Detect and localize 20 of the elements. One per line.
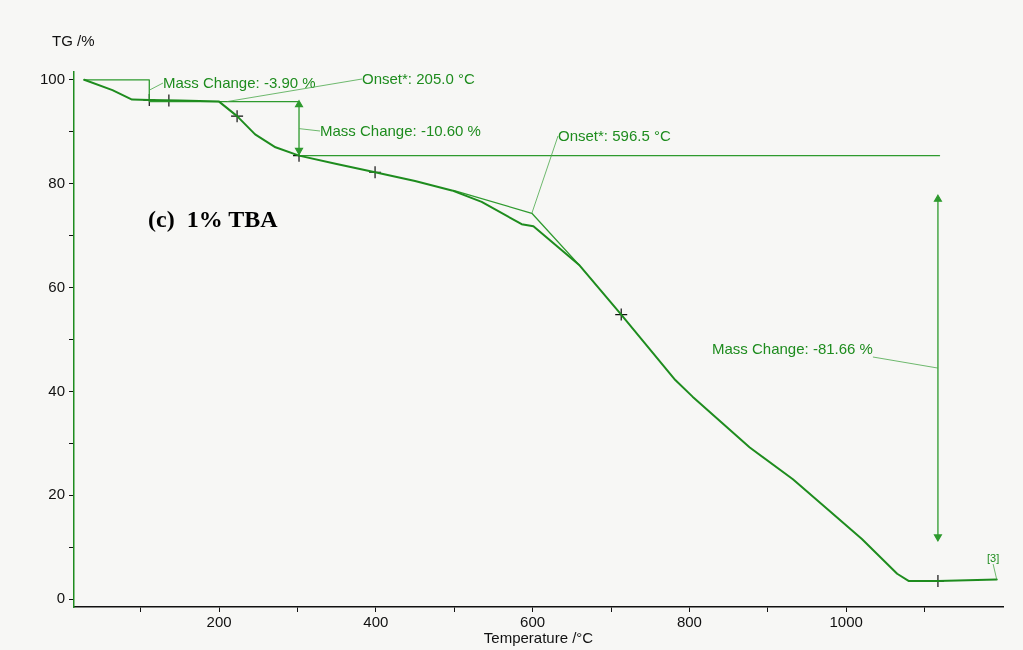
y-tick-label: 60 bbox=[48, 277, 66, 295]
annotation: Onset*: 596.5 °C bbox=[558, 127, 671, 144]
annotation: (c) 1% TBA bbox=[148, 206, 279, 232]
x-tick-label: 800 bbox=[676, 613, 702, 631]
x-tick-label: 400 bbox=[363, 613, 389, 631]
x-axis-title: Temperature /°C bbox=[483, 629, 594, 647]
annotation: Mass Change: -81.66 % bbox=[712, 340, 873, 357]
annotation: [3] bbox=[987, 552, 1000, 564]
y-tick-label: 100 bbox=[40, 69, 66, 87]
x-tick-label: 600 bbox=[520, 613, 546, 631]
x-tick-label: 200 bbox=[206, 613, 232, 631]
y-axis-title: TG /% bbox=[52, 32, 95, 49]
x-tick-label: 1000 bbox=[829, 613, 863, 631]
annotation: Mass Change: -10.60 % bbox=[320, 122, 481, 139]
y-tick-label: 0 bbox=[56, 589, 66, 607]
annotation: Onset*: 205.0 °C bbox=[362, 70, 475, 87]
annotation: Mass Change: -3.90 % bbox=[163, 74, 316, 91]
y-tick-label: 40 bbox=[48, 381, 66, 399]
y-tick-label: 80 bbox=[48, 173, 66, 191]
y-tick-label: 20 bbox=[48, 485, 66, 503]
